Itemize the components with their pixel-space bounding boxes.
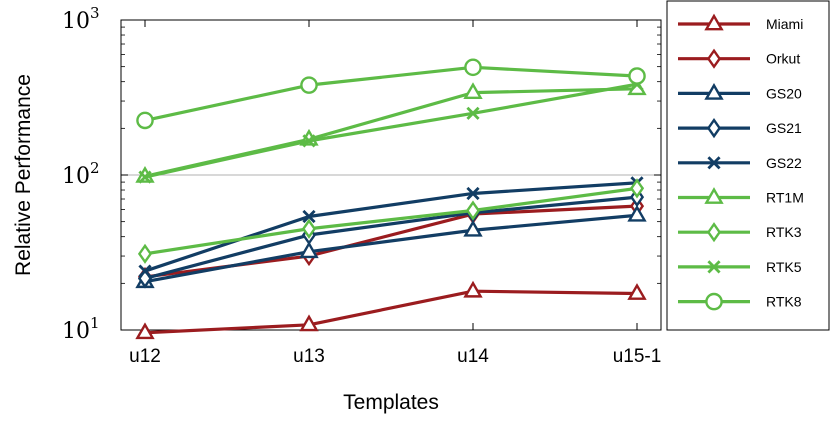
point-gs22-u12-stroke <box>138 264 152 278</box>
point-rtk8-u15-1 <box>628 67 646 85</box>
grid-lines <box>121 19 661 331</box>
y-tick-label-2: 103 <box>62 4 100 34</box>
point-gs22-u14 <box>466 186 480 201</box>
legend-marker-rtk8 <box>705 292 723 311</box>
legend-item-rtk8: RTK8 <box>678 292 802 311</box>
legend-marker-gs22 <box>707 156 721 170</box>
legend-marker-gs20 <box>704 82 724 100</box>
point-rtk5-u14-stroke <box>466 106 480 120</box>
x-tick-label-u14: u14 <box>457 346 489 367</box>
legend-item-rt1m: RT1M <box>678 187 804 206</box>
y-axis-label: Relative Performance <box>12 74 35 276</box>
series-line-gs22 <box>144 181 638 273</box>
series-rtk3 <box>137 178 645 264</box>
legend-marker-rt1m <box>704 187 724 204</box>
point-rtk5-u13-stroke <box>302 134 316 148</box>
series-layer <box>135 58 647 340</box>
legend-label-rtk5: RTK5 <box>766 259 802 275</box>
legend-label-orkut: Orkut <box>766 51 800 67</box>
point-rtk5-u14 <box>466 106 480 120</box>
point-miami-u14 <box>463 280 483 298</box>
point-gs22-u13-stroke <box>302 209 316 224</box>
legend-label-rtk3: RTK3 <box>766 224 802 240</box>
series-rtk8 <box>136 58 646 130</box>
point-rtk8-u13 <box>300 76 318 94</box>
legend-item-orkut: Orkut <box>678 48 800 69</box>
point-gs20-u14 <box>463 219 483 237</box>
legend-item-gs21: GS21 <box>678 118 802 139</box>
series-line-rtk8 <box>144 65 638 122</box>
point-miami-u13 <box>299 314 319 332</box>
legend-label-gs20: GS20 <box>766 85 802 101</box>
point-gs20-u15-1 <box>627 204 647 222</box>
series-line-gs20 <box>144 213 638 284</box>
series-line-miami <box>144 289 638 335</box>
legend-marker-rtk5 <box>707 260 721 274</box>
legend-item-gs20: GS20 <box>678 82 802 101</box>
point-gs22-u12 <box>138 264 152 278</box>
series-rtk5 <box>138 77 644 184</box>
y-tick-label-0: 101 <box>62 314 100 344</box>
legend-label-gs22: GS22 <box>766 155 802 171</box>
series-line-gs21 <box>144 195 638 281</box>
legend-label-rt1m: RT1M <box>766 190 804 206</box>
legend-marker-rtk5-stroke <box>707 260 721 274</box>
point-miami-u15-1 <box>627 283 647 300</box>
legend-label-miami: Miami <box>766 16 803 32</box>
legend-label-gs21: GS21 <box>766 120 802 136</box>
x-tick-label-u12: u12 <box>129 346 161 367</box>
legend: Miami Orkut GS20 GS21 GS22 RT1M RTK3 RTK5 RTK8 <box>666 0 830 331</box>
point-rtk8-u12 <box>136 111 154 130</box>
series-miami <box>135 280 647 340</box>
y-tick-label-1: 102 <box>62 159 100 189</box>
legend-marker-gs22-stroke <box>707 156 721 170</box>
legend-frame <box>666 0 830 331</box>
point-miami-u12 <box>135 322 155 340</box>
point-rtk8-u14 <box>464 58 482 77</box>
legend-marker-miami <box>704 13 724 31</box>
point-gs20-u13 <box>299 241 319 259</box>
y-axis-ticks: 101 102 103 <box>62 4 661 344</box>
point-rt1m-u14 <box>463 82 483 100</box>
series-line-rtk3 <box>144 186 638 256</box>
series-line-rtk5 <box>144 82 638 179</box>
legend-marker-gs21 <box>706 118 722 139</box>
point-rtk3-u13 <box>301 218 317 239</box>
point-rtk5-u12 <box>138 170 152 184</box>
legend-label-rtk8: RTK8 <box>766 294 802 310</box>
point-rtk5-u12-stroke <box>138 170 152 184</box>
legend-marker-orkut <box>706 48 722 69</box>
point-gs22-u13 <box>302 209 316 224</box>
point-rtk3-u14 <box>465 200 481 221</box>
point-rtk3-u15-1 <box>629 178 645 199</box>
legend-item-gs22: GS22 <box>678 155 802 171</box>
legend-marker-rtk3 <box>706 222 722 243</box>
minor-ticks <box>121 26 661 284</box>
legend-item-miami: Miami <box>678 13 803 32</box>
point-rtk5-u13 <box>302 134 316 148</box>
point-gs22-u14-stroke <box>466 186 480 201</box>
series-line-rt1m <box>144 87 638 178</box>
x-tick-label-u13: u13 <box>293 346 325 367</box>
legend-item-rtk3: RTK3 <box>678 222 802 243</box>
x-axis-label: Templates <box>343 391 439 414</box>
legend-item-rtk5: RTK5 <box>678 259 802 275</box>
x-tick-label-u15-1: u15-1 <box>613 346 662 367</box>
series-gs22 <box>138 176 644 278</box>
x-axis-ticks: u12 u13 u14 u15-1 <box>129 20 661 367</box>
point-rtk3-u12 <box>137 243 153 264</box>
